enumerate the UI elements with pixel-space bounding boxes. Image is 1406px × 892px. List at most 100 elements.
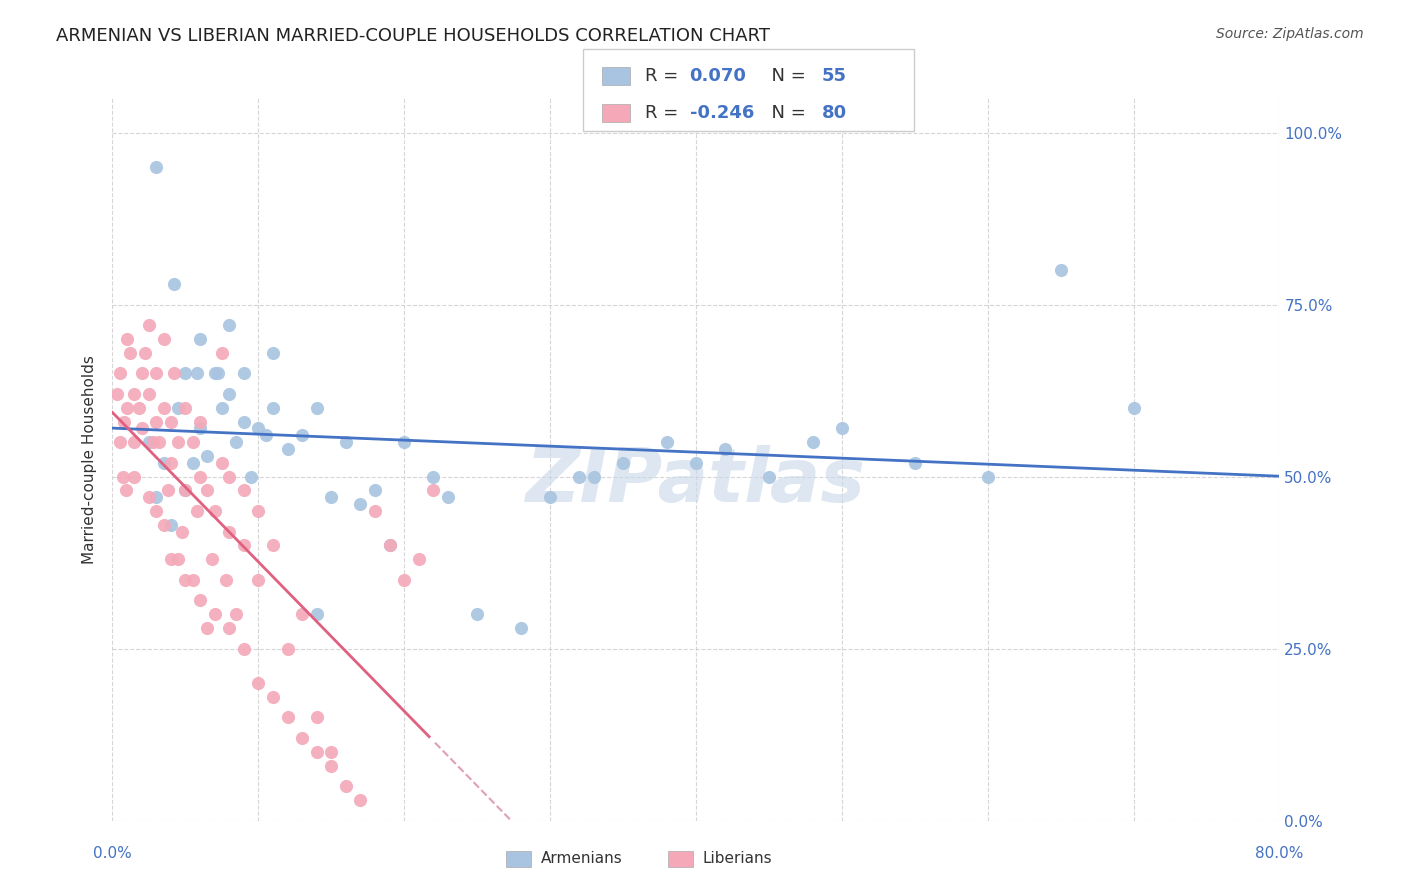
Point (568, 469, 591, 483)
Point (163, 367, 186, 381)
Point (131, 421, 153, 435)
Point (758, 469, 780, 483)
Point (685, 456, 707, 470)
Point (145, 504, 167, 518)
Text: R =: R = (644, 67, 683, 85)
Point (134, 345, 156, 359)
Point (195, 621, 218, 635)
Point (167, 552, 190, 566)
Point (160, 552, 183, 566)
Point (582, 469, 605, 483)
Point (378, 538, 401, 552)
Point (364, 483, 387, 498)
Point (211, 456, 233, 470)
Point (152, 401, 174, 415)
Point (215, 573, 238, 587)
Point (801, 435, 824, 450)
Point (305, 401, 328, 415)
Point (335, 435, 357, 450)
Point (262, 345, 284, 359)
Text: Armenians: Armenians (541, 852, 623, 866)
Text: N =: N = (759, 67, 811, 85)
Point (291, 428, 314, 442)
Text: Source: ZipAtlas.com: Source: ZipAtlas.com (1216, 27, 1364, 41)
Point (145, 367, 167, 381)
Point (188, 415, 211, 429)
Point (181, 435, 204, 450)
Point (111, 469, 134, 483)
Point (186, 367, 208, 381)
Text: 0.0%: 0.0% (93, 846, 132, 861)
Text: ARMENIAN VS LIBERIAN MARRIED-COUPLE HOUSEHOLDS CORRELATION CHART: ARMENIAN VS LIBERIAN MARRIED-COUPLE HOUS… (56, 27, 770, 45)
Point (163, 277, 186, 291)
Text: 0.070: 0.070 (689, 67, 747, 85)
Point (225, 435, 247, 450)
Point (145, 415, 167, 429)
Point (160, 456, 183, 470)
Point (232, 483, 254, 498)
Point (218, 387, 240, 401)
Point (145, 490, 167, 504)
Point (114, 483, 136, 498)
Point (394, 435, 416, 450)
Point (437, 490, 460, 504)
Point (131, 367, 153, 381)
Text: ZIPatlas: ZIPatlas (526, 444, 866, 517)
Text: N =: N = (759, 103, 811, 121)
Point (277, 710, 299, 724)
Point (118, 345, 141, 359)
Point (115, 401, 138, 415)
Point (160, 517, 183, 532)
Y-axis label: Married-couple Households: Married-couple Households (82, 355, 97, 564)
Point (831, 421, 853, 435)
Text: 55: 55 (821, 67, 846, 85)
Point (195, 449, 218, 463)
Point (108, 367, 131, 381)
Point (112, 415, 135, 429)
Point (349, 793, 371, 807)
Point (291, 731, 314, 745)
Point (321, 490, 343, 504)
Point (538, 490, 561, 504)
Point (1122, 401, 1144, 415)
Point (204, 607, 226, 622)
Point (138, 435, 160, 450)
Point (218, 318, 240, 333)
Point (232, 641, 254, 656)
Point (142, 435, 165, 450)
Point (188, 469, 211, 483)
Point (174, 573, 197, 587)
Point (247, 676, 270, 690)
Point (291, 607, 314, 622)
Point (655, 435, 678, 450)
Point (174, 483, 197, 498)
Point (976, 469, 998, 483)
Point (465, 607, 488, 622)
Point (240, 469, 263, 483)
Point (262, 690, 284, 704)
Point (225, 607, 247, 622)
Point (124, 435, 146, 450)
Point (422, 483, 444, 498)
Point (277, 641, 299, 656)
Point (509, 621, 531, 635)
Text: R =: R = (644, 103, 683, 121)
Point (167, 435, 190, 450)
Point (305, 607, 328, 622)
Point (204, 367, 226, 381)
Point (232, 367, 254, 381)
Point (714, 442, 737, 456)
Point (335, 779, 357, 793)
Point (211, 401, 233, 415)
Point (262, 401, 284, 415)
Point (218, 469, 240, 483)
Point (204, 504, 226, 518)
Point (138, 387, 160, 401)
Point (201, 552, 224, 566)
Point (232, 415, 254, 429)
Point (186, 504, 208, 518)
Point (188, 421, 211, 435)
Point (321, 758, 343, 772)
Point (148, 435, 170, 450)
Point (124, 469, 146, 483)
